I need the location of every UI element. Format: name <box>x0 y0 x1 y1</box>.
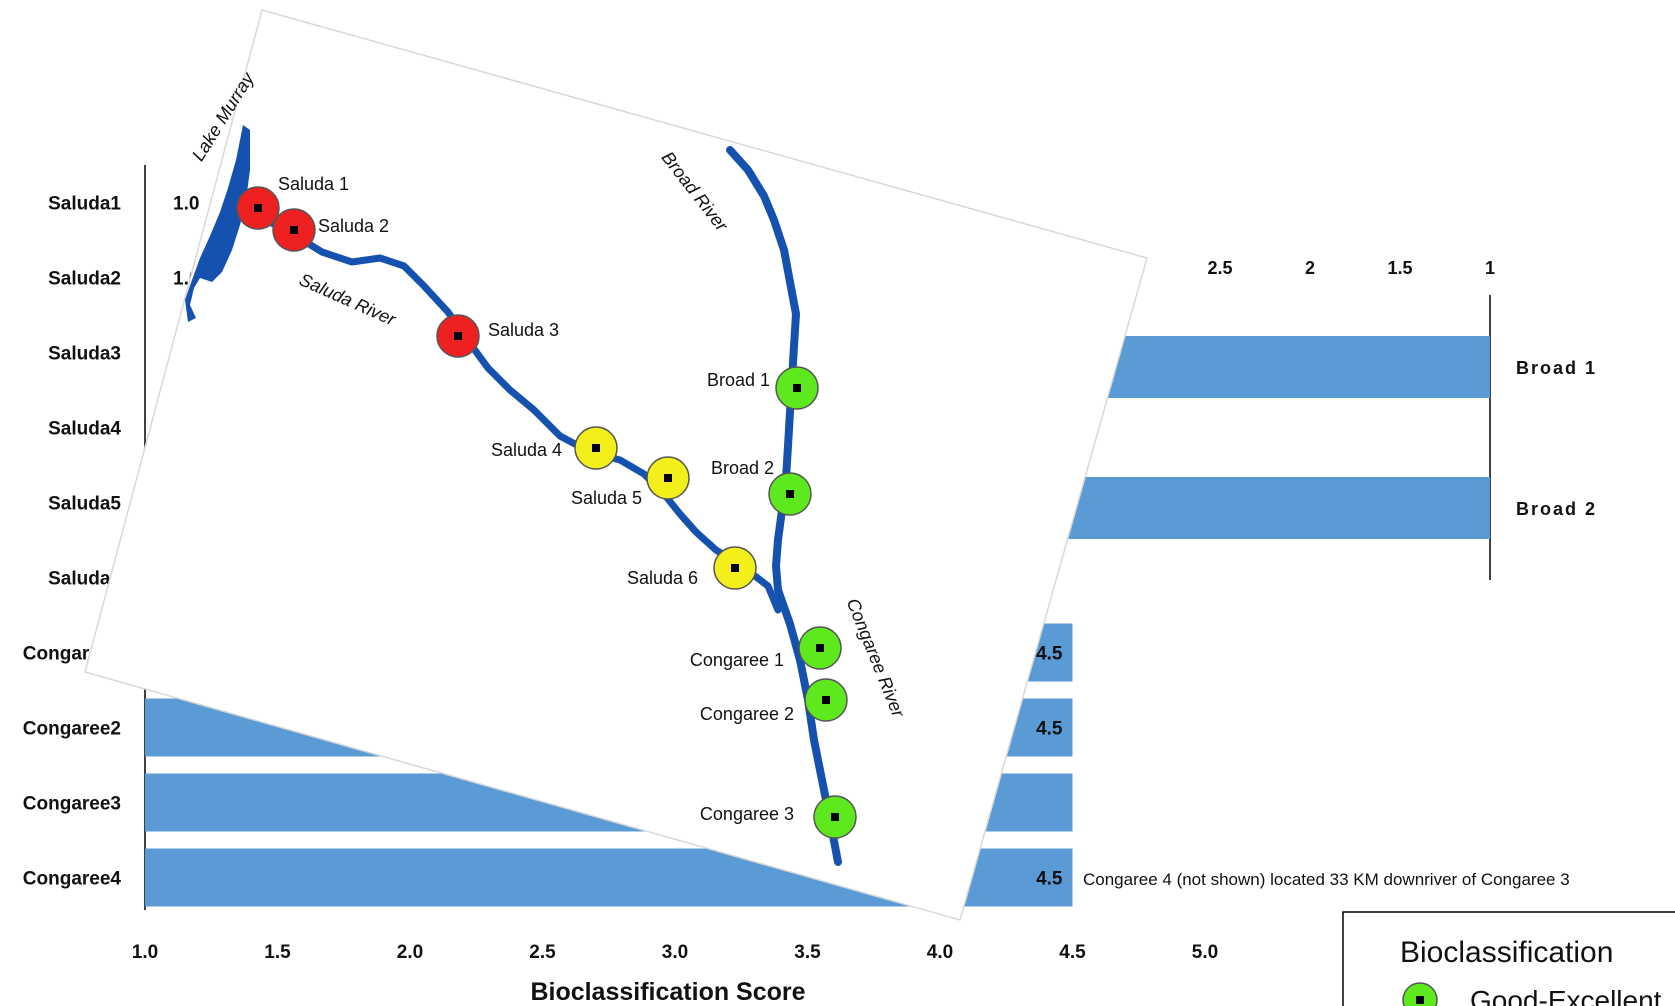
site-marker-center <box>786 490 794 498</box>
x-tick-label: 5.0 <box>1192 942 1218 963</box>
x-tick-label: 3.0 <box>662 942 688 963</box>
site-marker-center <box>816 644 824 652</box>
data-label: 1.0 <box>173 194 199 215</box>
legend-box <box>1342 911 1675 1006</box>
lake-murray-shape <box>185 125 250 322</box>
broad-river-path <box>726 146 800 594</box>
x-tick-label: 2.0 <box>397 942 423 963</box>
site-marker-center <box>831 813 839 821</box>
site-label: Saluda 2 <box>318 216 389 236</box>
site-label: Saluda 6 <box>627 568 698 588</box>
x-tick-label: 2 <box>1305 258 1315 278</box>
site-marker-center <box>290 226 298 234</box>
site-label: Congaree 1 <box>690 650 784 670</box>
site-label: Saluda 3 <box>488 320 559 340</box>
site-label: Congaree 3 <box>700 804 794 824</box>
site-label: Saluda 1 <box>278 174 349 194</box>
category-label: Saluda6 <box>48 569 121 590</box>
x-tick-label: 4.5 <box>1059 942 1086 963</box>
data-label: 4.5 <box>1036 719 1063 740</box>
x-tick-label: 1.0 <box>132 942 158 963</box>
x-tick-label: 2.5 <box>529 942 556 963</box>
legend-title: Bioclassification <box>1400 936 1613 969</box>
legend: Bioclassification Good-Excellent <box>1342 911 1675 1006</box>
category-label: Saluda4 <box>48 419 121 440</box>
site-label: Saluda 5 <box>571 488 642 508</box>
category-label: Congaree2 <box>23 719 121 740</box>
site-marker-center <box>454 332 462 340</box>
x-tick-label: 3.5 <box>794 942 821 963</box>
x-tick-label: 4.0 <box>927 942 953 963</box>
category-label: Broad 1 <box>1516 358 1597 378</box>
category-label: Congaree4 <box>23 869 122 890</box>
map-panel <box>84 9 1148 921</box>
site-label: Congaree 2 <box>700 704 794 724</box>
saluda-river-path <box>246 206 782 614</box>
site-label: Broad 2 <box>711 458 774 478</box>
annotation: Congaree 4 (not shown) located 33 KM dow… <box>1083 870 1570 889</box>
data-label: 4.5 <box>1036 869 1063 890</box>
category-label: Congaree3 <box>23 794 121 815</box>
legend-marker-center <box>1416 996 1424 1004</box>
legend-marker <box>1402 982 1438 1006</box>
x-tick-label: 1 <box>1485 258 1495 278</box>
legend-item-label: Good-Excellent <box>1470 985 1662 1006</box>
site-label: Broad 1 <box>707 370 770 390</box>
category-label: Broad 2 <box>1516 499 1597 519</box>
site-label: Saluda 4 <box>491 440 562 460</box>
category-label: Saluda2 <box>48 269 121 290</box>
site-marker-center <box>664 474 672 482</box>
x-tick-label: 1.5 <box>264 942 291 963</box>
x-tick-label: 2.5 <box>1207 258 1232 278</box>
site-marker-center <box>822 696 830 704</box>
x-axis-title: Bioclassification Score <box>530 978 805 1006</box>
data-label: 4.5 <box>1036 644 1063 665</box>
site-marker-center <box>731 564 739 572</box>
category-label: Saluda1 <box>48 194 121 215</box>
category-label: Saluda5 <box>48 494 121 515</box>
category-label: Saluda3 <box>48 344 121 365</box>
site-marker-center <box>592 444 600 452</box>
site-marker-center <box>793 384 801 392</box>
x-tick-label: 1.5 <box>1387 258 1412 278</box>
site-marker-center <box>254 204 262 212</box>
